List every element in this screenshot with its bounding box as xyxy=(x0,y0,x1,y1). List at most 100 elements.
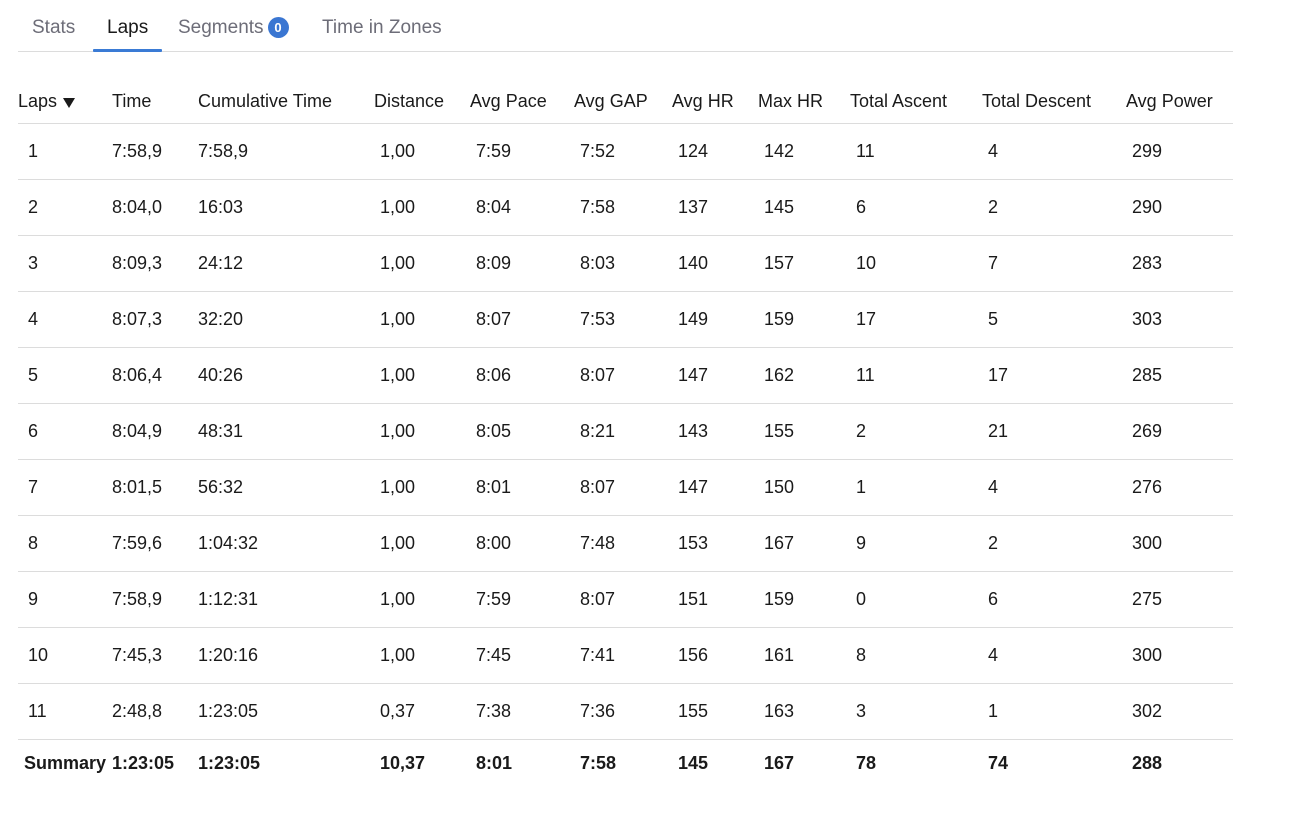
cell-total-ascent: 8 xyxy=(850,627,982,684)
cell-avg-gap: 7:36 xyxy=(574,683,672,740)
table-row[interactable]: 2 8:04,0 16:03 1,00 8:04 7:58 137 145 6 2 290 xyxy=(18,179,1233,236)
cell-total-ascent: 10 xyxy=(850,235,982,292)
header-total-ascent[interactable]: Total Ascent xyxy=(850,80,982,124)
cell-distance: 1,00 xyxy=(374,347,470,404)
cell-time: 7:59,6 xyxy=(112,515,198,572)
laps-table: Laps Time Cumulative Time Distance Avg P… xyxy=(18,80,1233,786)
summary-max-hr: 167 xyxy=(764,752,795,773)
cell-avg-pace: 8:07 xyxy=(470,291,574,348)
cell-avg-hr: 153 xyxy=(672,515,758,572)
tab-time-in-zones[interactable]: Time in Zones xyxy=(322,0,442,51)
cell-avg-power: 300 xyxy=(1126,515,1233,572)
cell-avg-hr: 147 xyxy=(672,347,758,404)
cell-lap: 1 xyxy=(18,123,112,180)
cell-total-descent: 4 xyxy=(982,627,1126,684)
cell-avg-gap: 8:21 xyxy=(574,403,672,460)
tab-stats-label: Stats xyxy=(32,17,76,38)
cell-distance: 1,00 xyxy=(374,627,470,684)
table-row[interactable]: 10 7:45,3 1:20:16 1,00 7:45 7:41 156 161 8 4 300 xyxy=(18,627,1233,684)
header-time[interactable]: Time xyxy=(112,80,198,124)
cell-lap: 7 xyxy=(18,459,112,516)
tab-segments-label: Segments xyxy=(178,17,264,38)
cell-total-ascent: 11 xyxy=(850,347,982,404)
cell-avg-power: 300 xyxy=(1126,627,1233,684)
cell-cumulative-time: 7:58,9 xyxy=(198,123,374,180)
header-avg-gap[interactable]: Avg GAP xyxy=(574,80,672,124)
cell-total-ascent: 1 xyxy=(850,459,982,516)
cell-time: 8:04,9 xyxy=(112,403,198,460)
cell-distance: 1,00 xyxy=(374,123,470,180)
header-avg-pace[interactable]: Avg Pace xyxy=(470,80,574,124)
cell-total-ascent: 6 xyxy=(850,179,982,236)
cell-distance: 0,37 xyxy=(374,683,470,740)
table-row[interactable]: 4 8:07,3 32:20 1,00 8:07 7:53 149 159 17 5 303 xyxy=(18,291,1233,348)
cell-avg-gap: 8:03 xyxy=(574,235,672,292)
tab-laps[interactable]: Laps xyxy=(93,0,163,52)
cell-avg-hr: 147 xyxy=(672,459,758,516)
summary-avg-pace: 8:01 xyxy=(476,752,513,773)
cell-max-hr: 162 xyxy=(758,347,850,404)
table-row[interactable]: 6 8:04,9 48:31 1,00 8:05 8:21 143 155 2 21 269 xyxy=(18,403,1233,460)
cell-time: 7:58,9 xyxy=(112,571,198,628)
cell-cumulative-time: 1:04:32 xyxy=(198,515,374,572)
table-row[interactable]: 7 8:01,5 56:32 1,00 8:01 8:07 147 150 1 4 276 xyxy=(18,459,1233,516)
header-laps[interactable]: Laps xyxy=(18,80,112,124)
header-avg-hr[interactable]: Avg HR xyxy=(672,80,758,124)
cell-cumulative-time: 16:03 xyxy=(198,179,374,236)
cell-max-hr: 161 xyxy=(758,627,850,684)
table-row[interactable]: 8 7:59,6 1:04:32 1,00 8:00 7:48 153 167 9 2 300 xyxy=(18,515,1233,572)
cell-max-hr: 159 xyxy=(758,291,850,348)
cell-avg-hr: 155 xyxy=(672,683,758,740)
cell-avg-power: 283 xyxy=(1126,235,1233,292)
tab-segments[interactable]: Segments 0 xyxy=(178,0,289,51)
cell-time: 2:48,8 xyxy=(112,683,198,740)
cell-time: 8:04,0 xyxy=(112,179,198,236)
tab-stats[interactable]: Stats xyxy=(32,0,75,51)
cell-total-descent: 2 xyxy=(982,515,1126,572)
header-cumulative-time[interactable]: Cumulative Time xyxy=(198,80,374,124)
cell-max-hr: 145 xyxy=(758,179,850,236)
cell-cumulative-time: 48:31 xyxy=(198,403,374,460)
table-row[interactable]: 9 7:58,9 1:12:31 1,00 7:59 8:07 151 159 0 6 275 xyxy=(18,571,1233,628)
cell-avg-power: 285 xyxy=(1126,347,1233,404)
cell-cumulative-time: 1:12:31 xyxy=(198,571,374,628)
cell-avg-gap: 7:58 xyxy=(574,179,672,236)
header-avg-power[interactable]: Avg Power xyxy=(1126,80,1233,124)
cell-time: 8:09,3 xyxy=(112,235,198,292)
cell-avg-pace: 8:05 xyxy=(470,403,574,460)
cell-time: 8:01,5 xyxy=(112,459,198,516)
cell-cumulative-time: 24:12 xyxy=(198,235,374,292)
summary-avg-gap: 7:58 xyxy=(580,752,617,773)
cell-avg-pace: 8:06 xyxy=(470,347,574,404)
summary-lap: Summary xyxy=(24,752,107,773)
cell-distance: 1,00 xyxy=(374,571,470,628)
cell-total-ascent: 9 xyxy=(850,515,982,572)
cell-avg-hr: 140 xyxy=(672,235,758,292)
cell-total-ascent: 11 xyxy=(850,123,982,180)
cell-cumulative-time: 1:20:16 xyxy=(198,627,374,684)
header-distance[interactable]: Distance xyxy=(374,80,470,124)
header-total-descent[interactable]: Total Descent xyxy=(982,80,1126,124)
summary-avg-hr: 145 xyxy=(678,752,709,773)
summary-total-ascent: 78 xyxy=(856,752,877,773)
summary-row: Summary 1:23:05 1:23:05 10,37 8:01 7:58 145 167… xyxy=(18,740,1233,787)
cell-avg-pace: 8:09 xyxy=(470,235,574,292)
table-row[interactable]: 3 8:09,3 24:12 1,00 8:09 8:03 140 157 10 7 283 xyxy=(18,235,1233,292)
cell-max-hr: 142 xyxy=(758,123,850,180)
cell-avg-power: 303 xyxy=(1126,291,1233,348)
header-laps-label: Laps xyxy=(18,91,58,111)
cell-avg-gap: 7:53 xyxy=(574,291,672,348)
cell-avg-pace: 8:04 xyxy=(470,179,574,236)
segments-count-badge: 0 xyxy=(267,17,289,38)
cell-total-descent: 17 xyxy=(982,347,1126,404)
cell-max-hr: 150 xyxy=(758,459,850,516)
cell-total-ascent: 0 xyxy=(850,571,982,628)
table-row[interactable]: 1 7:58,9 7:58,9 1,00 7:59 7:52 124 142 11 4 299 xyxy=(18,123,1233,180)
table-row[interactable]: 11 2:48,8 1:23:05 0,37 7:38 7:36 155 163 3 1 302 xyxy=(18,683,1233,740)
cell-distance: 1,00 xyxy=(374,515,470,572)
summary-time: 1:23:05 xyxy=(112,752,175,773)
table-row[interactable]: 5 8:06,4 40:26 1,00 8:06 8:07 147 162 11 17 285 xyxy=(18,347,1233,404)
header-max-hr[interactable]: Max HR xyxy=(758,80,850,124)
cell-avg-hr: 156 xyxy=(672,627,758,684)
